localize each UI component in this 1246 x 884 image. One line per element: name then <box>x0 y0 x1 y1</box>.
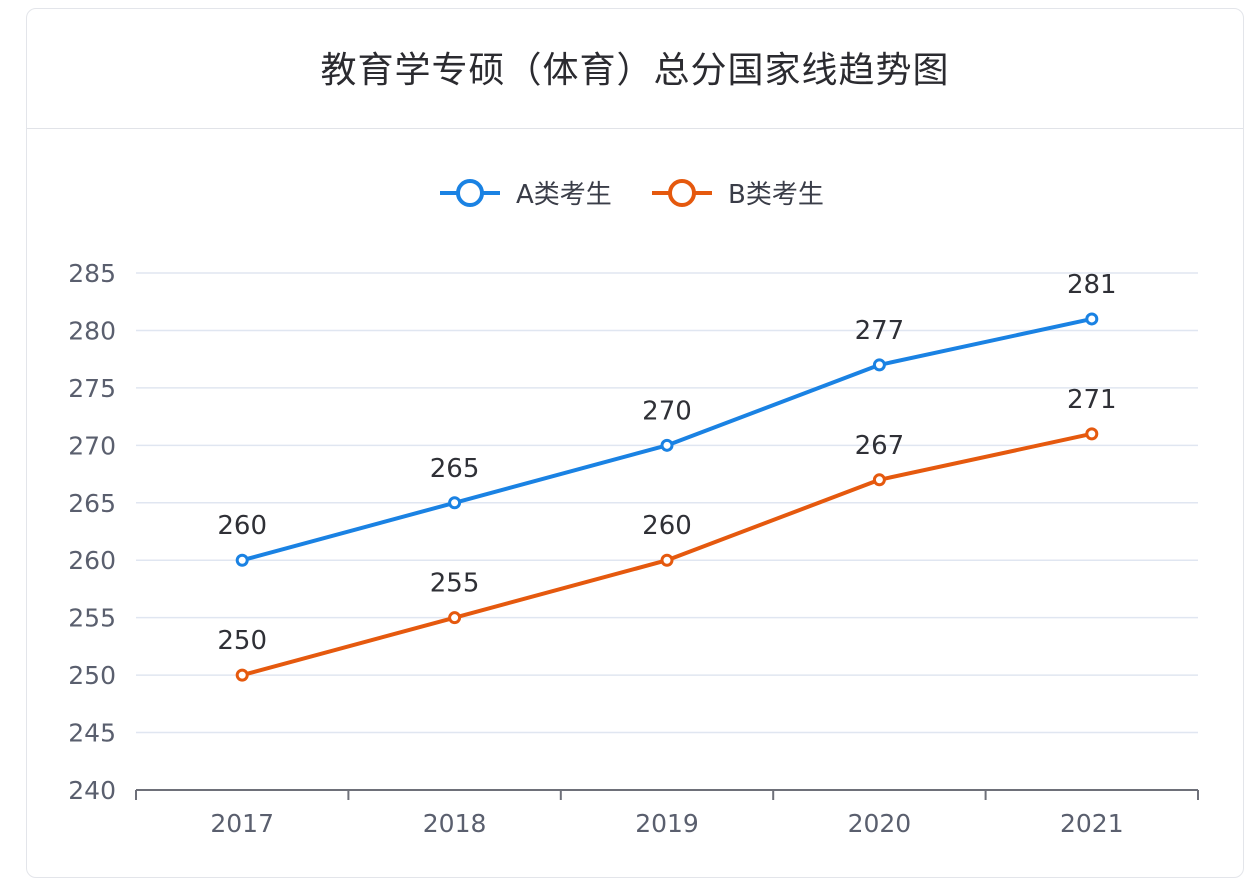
x-tick-label: 2019 <box>635 809 699 838</box>
data-point[interactable] <box>448 496 462 510</box>
data-label: 260 <box>217 511 267 541</box>
data-point[interactable] <box>872 473 886 487</box>
x-tick-label: 2020 <box>848 809 912 838</box>
axes: 240 245 250 255 260 265 270 275 280 285 2017 2018 20… <box>68 259 1199 838</box>
legend-marker-icon <box>456 179 484 207</box>
data-point[interactable] <box>448 611 462 625</box>
y-tick-label: 280 <box>68 316 116 345</box>
data-point[interactable] <box>235 668 249 682</box>
data-label: 260 <box>642 511 692 541</box>
data-label: 271 <box>1067 385 1117 415</box>
data-label: 270 <box>642 396 692 426</box>
data-point[interactable] <box>1085 427 1099 441</box>
series-lines <box>235 312 1099 682</box>
y-tick-label: 275 <box>68 374 116 403</box>
data-point[interactable] <box>235 553 249 567</box>
chart-header: 教育学专硕（体育）总分国家线趋势图 <box>27 9 1243 129</box>
data-label: 267 <box>855 431 905 461</box>
data-labels: 260 265 270 277 281 250 255 260 267 271 <box>217 270 1116 656</box>
y-tick-label: 255 <box>68 604 116 633</box>
y-tick-label: 270 <box>68 431 116 460</box>
data-point[interactable] <box>660 553 674 567</box>
data-label: 255 <box>430 569 480 599</box>
data-label: 281 <box>1067 270 1117 300</box>
x-tick-label: 2017 <box>210 809 274 838</box>
x-tick-label: 2018 <box>423 809 487 838</box>
gridlines <box>136 272 1198 734</box>
legend-label: B类考生 <box>728 180 824 210</box>
legend-item-a[interactable]: A类考生 <box>440 179 612 210</box>
legend-marker-icon <box>668 179 696 207</box>
y-tick-label: 285 <box>68 259 116 288</box>
y-tick-label: 245 <box>68 719 116 748</box>
y-tick-label: 260 <box>68 546 116 575</box>
y-tick-label: 240 <box>68 776 116 805</box>
data-label: 277 <box>855 316 905 346</box>
data-label: 265 <box>430 454 480 484</box>
legend-label: A类考生 <box>516 180 612 210</box>
legend[interactable]: A类考生 B类考生 <box>440 179 824 210</box>
legend-item-b[interactable]: B类考生 <box>652 179 824 210</box>
chart-title: 教育学专硕（体育）总分国家线趋势图 <box>320 49 950 91</box>
data-point[interactable] <box>1085 312 1099 326</box>
data-point[interactable] <box>660 438 674 452</box>
x-tick-label: 2021 <box>1060 809 1124 838</box>
y-tick-label: 250 <box>68 661 116 690</box>
data-label: 250 <box>217 626 267 656</box>
y-tick-label: 265 <box>68 489 116 518</box>
data-point[interactable] <box>872 358 886 372</box>
